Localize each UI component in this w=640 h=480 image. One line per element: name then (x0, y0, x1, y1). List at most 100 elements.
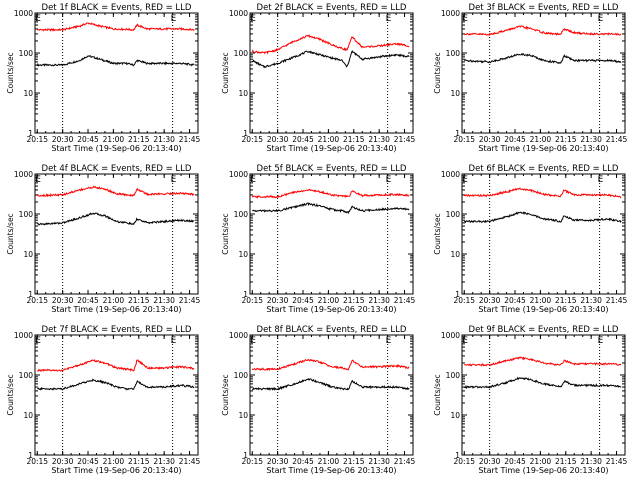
x-tick-label: 21:30 (580, 457, 602, 466)
x-tick-label: 21:00 (530, 457, 552, 466)
chart-title: Det 3f BLACK = Events, RED = LLD (469, 3, 619, 13)
plot-frame (461, 12, 626, 134)
y-tick-label: 100 (234, 49, 249, 58)
plot-frame (249, 334, 414, 456)
y-tick-label: 100 (446, 210, 461, 219)
marker-label: E (386, 336, 392, 346)
y-tick-label: 1000 (14, 331, 33, 340)
y-axis-label: Counts/sec (433, 52, 442, 93)
lld-series-line (463, 356, 622, 367)
y-tick-label: 1 (243, 290, 248, 299)
y-tick-label: 10 (238, 411, 248, 420)
marker-label: E (598, 336, 604, 346)
x-tick-label: 21:00 (318, 457, 340, 466)
x-tick-label: 20:45 (292, 457, 314, 466)
x-tick-label: 21:45 (394, 135, 416, 144)
x-tick-label: 20:15 (26, 296, 48, 305)
y-tick-label: 100 (446, 371, 461, 380)
x-tick-label: 21:00 (103, 457, 125, 466)
lld-series-line (251, 188, 410, 199)
x-tick-label: 21:30 (153, 457, 175, 466)
events-series-line (36, 54, 195, 67)
lld-series-line (36, 358, 195, 373)
x-tick-label: 21:30 (368, 135, 390, 144)
x-tick-label: 20:30 (267, 135, 289, 144)
x-tick-label: 21:15 (555, 135, 577, 144)
x-tick-label: 21:30 (153, 135, 175, 144)
y-axis-label: Counts/sec (6, 213, 15, 254)
y-tick-label: 100 (19, 210, 34, 219)
x-axis-label: Start Time (19-Sep-06 20:13:40) (266, 305, 396, 314)
plot-frame (34, 173, 199, 295)
plot-frame (461, 173, 626, 295)
x-tick-label: 20:30 (52, 296, 74, 305)
plot-frame (34, 12, 199, 134)
x-tick-label: 21:45 (179, 296, 201, 305)
y-tick-label: 1 (28, 451, 33, 460)
events-series-line (37, 212, 195, 226)
x-tick-label: 21:15 (555, 457, 577, 466)
y-tick-label: 1000 (229, 170, 248, 179)
y-tick-label: 1000 (14, 9, 33, 18)
x-tick-label: 20:15 (241, 457, 263, 466)
marker-label: E (598, 14, 604, 24)
x-tick-label: 21:30 (368, 457, 390, 466)
x-tick-label: 20:15 (453, 135, 475, 144)
y-tick-label: 10 (450, 250, 460, 259)
x-axis-label: Start Time (19-Sep-06 20:13:40) (266, 466, 396, 475)
marker-label: E (250, 175, 256, 185)
y-axis-label: Counts/sec (221, 374, 230, 415)
y-axis-label: Counts/sec (6, 52, 15, 93)
marker-label: E (171, 14, 177, 24)
x-tick-label: 20:15 (26, 457, 48, 466)
y-tick-label: 10 (238, 250, 248, 259)
x-tick-label: 20:30 (52, 457, 74, 466)
marker-label: E (462, 14, 468, 24)
x-axis-label: Start Time (19-Sep-06 20:13:40) (266, 144, 396, 153)
x-tick-label: 20:30 (267, 296, 289, 305)
x-tick-label: 21:15 (555, 296, 577, 305)
chart-title: Det 6f BLACK = Events, RED = LLD (469, 164, 619, 174)
y-axis-label: Counts/sec (433, 374, 442, 415)
y-tick-label: 100 (234, 210, 249, 219)
y-tick-label: 1 (28, 129, 33, 138)
x-tick-label: 20:45 (504, 296, 526, 305)
marker-label: E (171, 175, 177, 185)
plot-frame (249, 12, 414, 134)
x-tick-label: 20:15 (26, 135, 48, 144)
plot-frame (249, 173, 414, 295)
x-tick-label: 21:45 (606, 296, 628, 305)
y-tick-label: 1 (455, 451, 460, 460)
chart-title: Det 8f BLACK = Events, RED = LLD (257, 325, 407, 335)
x-tick-label: 20:45 (292, 296, 314, 305)
x-tick-label: 21:00 (103, 135, 125, 144)
lld-series-line (463, 187, 622, 199)
x-tick-label: 20:45 (77, 296, 99, 305)
x-tick-label: 21:45 (394, 457, 416, 466)
marker-label: E (386, 14, 392, 24)
events-series-line (252, 202, 410, 215)
x-tick-label: 20:15 (241, 296, 263, 305)
y-tick-label: 10 (23, 89, 33, 98)
lld-series-line (36, 22, 195, 32)
y-tick-label: 1000 (229, 331, 248, 340)
chart-title: Det 4f BLACK = Events, RED = LLD (42, 164, 192, 174)
x-tick-label: 21:45 (606, 457, 628, 466)
x-tick-label: 21:30 (153, 296, 175, 305)
y-tick-label: 1000 (14, 170, 33, 179)
x-axis-label: Start Time (19-Sep-06 20:13:40) (478, 144, 608, 153)
lld-series-line (251, 358, 410, 372)
x-tick-label: 20:45 (504, 457, 526, 466)
x-tick-label: 20:15 (241, 135, 263, 144)
lld-series-line (251, 34, 410, 55)
x-tick-label: 21:00 (530, 296, 552, 305)
x-tick-label: 21:15 (343, 296, 365, 305)
y-axis-label: Counts/sec (6, 374, 15, 415)
